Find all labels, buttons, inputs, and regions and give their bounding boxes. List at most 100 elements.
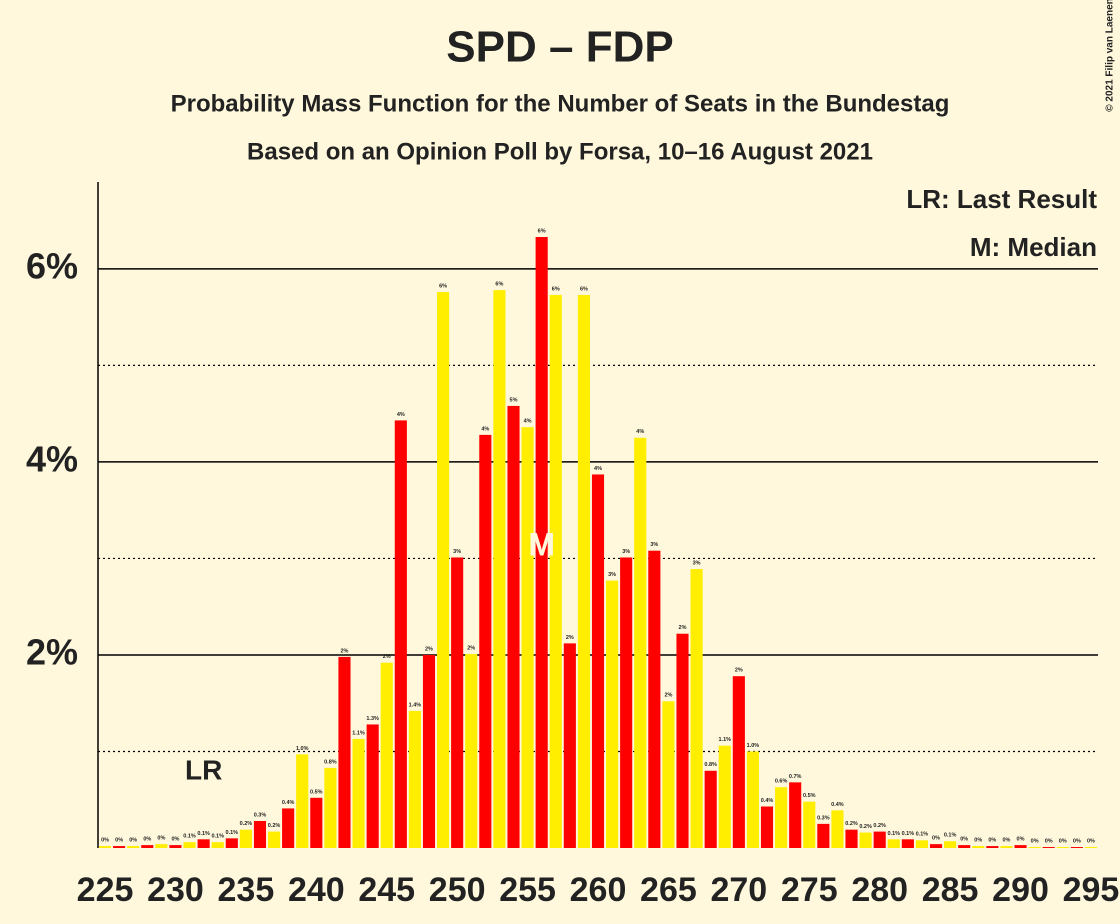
value-label: 0.2% xyxy=(845,821,858,827)
bar xyxy=(760,806,774,848)
value-label: 0.4% xyxy=(831,802,844,808)
bar xyxy=(1084,847,1098,848)
value-label: 2% xyxy=(735,668,743,674)
value-label: 0% xyxy=(988,838,996,844)
value-label: 0% xyxy=(129,838,137,844)
value-label: 0.3% xyxy=(254,812,267,818)
bar xyxy=(831,810,844,848)
bar xyxy=(296,754,309,848)
bar xyxy=(507,405,520,848)
value-label: 0% xyxy=(1031,838,1039,844)
value-label: 6% xyxy=(580,286,588,292)
chart-subtitle: Based on an Opinion Poll by Forsa, 10–16… xyxy=(247,138,873,165)
value-label: 3% xyxy=(693,561,701,567)
bar xyxy=(775,787,788,848)
value-label: 2% xyxy=(341,648,349,654)
value-label: 4% xyxy=(636,429,644,435)
bar xyxy=(352,738,365,848)
bar xyxy=(986,846,999,848)
bar xyxy=(817,823,830,848)
value-label: 6% xyxy=(552,286,560,292)
bar xyxy=(268,831,281,848)
bar xyxy=(127,846,140,848)
value-label: 0.1% xyxy=(197,831,210,837)
bar xyxy=(1000,846,1013,848)
bar xyxy=(577,294,590,848)
value-label: 0% xyxy=(1045,838,1053,844)
value-label: 0% xyxy=(143,837,151,843)
chart-subtitle: Probability Mass Function for the Number… xyxy=(171,90,950,117)
bar xyxy=(225,838,238,848)
value-label: 6% xyxy=(495,282,503,288)
value-label: 2% xyxy=(425,646,433,652)
value-label: 1.0% xyxy=(747,743,760,749)
bar xyxy=(394,420,407,848)
bar xyxy=(944,841,957,848)
value-label: 0% xyxy=(101,838,109,844)
bar xyxy=(113,846,126,848)
bar xyxy=(521,427,534,848)
value-label: 0% xyxy=(974,838,982,844)
chart-title: SPD – FDP xyxy=(446,23,673,72)
value-label: 2% xyxy=(566,635,574,641)
value-label: 0% xyxy=(1059,838,1067,844)
value-label: 1.4% xyxy=(409,702,422,708)
value-label: 0.1% xyxy=(183,834,196,840)
bar xyxy=(676,633,689,848)
x-tick-label: 240 xyxy=(288,871,345,909)
value-label: 4% xyxy=(481,426,489,432)
bar xyxy=(380,662,393,848)
bar xyxy=(591,474,605,848)
bar xyxy=(1056,847,1069,848)
value-label: 0.2% xyxy=(240,821,253,827)
value-label: 0% xyxy=(1002,838,1010,844)
value-label: 0.4% xyxy=(761,798,774,804)
value-label: 0% xyxy=(932,836,940,842)
x-tick-label: 280 xyxy=(851,871,908,909)
bar xyxy=(803,801,816,848)
value-label: 0.2% xyxy=(859,824,872,830)
bar xyxy=(155,844,168,848)
value-label: 0% xyxy=(1073,838,1081,844)
bar xyxy=(310,797,323,848)
value-label: 1.1% xyxy=(352,730,365,736)
value-label: 0.5% xyxy=(803,793,816,799)
bar xyxy=(465,653,478,848)
x-tick-label: 255 xyxy=(499,871,556,909)
x-tick-label: 250 xyxy=(429,871,486,909)
bar xyxy=(859,832,872,848)
bar xyxy=(253,820,267,848)
bar xyxy=(958,845,971,848)
legend-entry: LR: Last Result xyxy=(906,184,1097,214)
value-label: 0.1% xyxy=(226,830,239,836)
value-label: 3% xyxy=(453,549,461,555)
x-tick-label: 275 xyxy=(781,871,838,909)
value-label: 0.8% xyxy=(324,759,337,765)
bar xyxy=(451,557,464,848)
bar xyxy=(1070,847,1083,848)
x-tick-label: 265 xyxy=(640,871,697,909)
bar xyxy=(211,842,224,848)
bar xyxy=(183,842,196,848)
legend-entry: M: Median xyxy=(970,232,1097,262)
value-label: 3% xyxy=(622,549,630,555)
value-label: 0% xyxy=(960,837,968,843)
bar xyxy=(535,237,548,848)
value-label: 0% xyxy=(171,837,179,843)
bar xyxy=(437,292,450,848)
bar xyxy=(915,840,928,848)
value-label: 6% xyxy=(439,283,447,289)
value-label: 0.1% xyxy=(211,834,224,840)
value-label: 2% xyxy=(467,645,475,651)
bar xyxy=(239,829,252,848)
bar xyxy=(690,569,703,848)
value-label: 1.3% xyxy=(366,716,379,722)
bar xyxy=(929,844,943,848)
value-label: 0.1% xyxy=(902,831,915,837)
value-label: 2% xyxy=(383,654,391,660)
bar xyxy=(563,643,576,848)
bar xyxy=(422,654,436,848)
y-tick-label: 6% xyxy=(26,245,78,286)
value-label: 0.1% xyxy=(944,833,957,839)
value-label: 0.3% xyxy=(817,815,830,821)
